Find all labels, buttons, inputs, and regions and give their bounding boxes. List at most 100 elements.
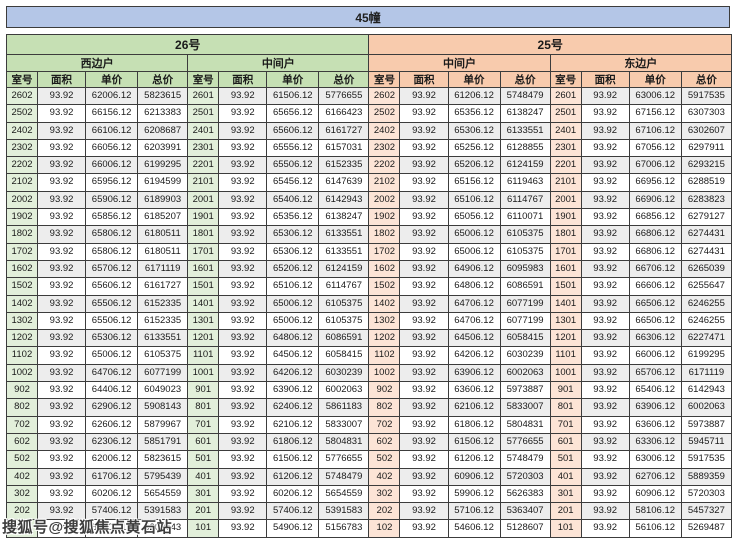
total-price-cell: 5973887	[499, 381, 551, 400]
col-room: 室号	[187, 71, 220, 88]
area-cell: 93.92	[218, 450, 268, 469]
room-cell: 301	[187, 484, 220, 504]
unit-price-cell: 63006.12	[628, 450, 682, 469]
total-price-cell: 5720303	[499, 467, 551, 486]
room-cell: 1301	[187, 311, 220, 331]
unit-price-cell: 58106.12	[628, 502, 682, 521]
total-price-cell: 6105375	[499, 242, 551, 261]
table-row: 302 93.92 60206.12 5654559 301 93.92 60206.12 5…	[5, 484, 733, 504]
area-cell: 93.92	[218, 173, 268, 192]
total-price-cell: 5851791	[137, 432, 189, 452]
room-cell: 1201	[549, 329, 582, 348]
room-cell: 2602	[368, 86, 401, 106]
unit-price-cell: 57406.12	[85, 502, 139, 521]
area-cell: 93.92	[399, 519, 449, 538]
total-price-cell: 6307303	[680, 104, 733, 123]
table-row: 1502 93.92 65606.12 6161727 1501 93.92 65106.1…	[5, 277, 733, 296]
area-cell: 93.92	[37, 484, 87, 504]
table-row: 2202 93.92 66006.12 6199295 2201 93.92 65506.1…	[5, 156, 733, 175]
total-price-cell: 5457327	[680, 502, 733, 521]
col-area: 面积	[37, 71, 87, 88]
room-cell: 1701	[187, 242, 220, 261]
area-cell: 93.92	[218, 415, 268, 434]
section-middle-unit-25: 中间户	[368, 54, 551, 72]
area-cell: 93.92	[580, 104, 630, 123]
unit-price-cell: 60906.12	[628, 484, 682, 504]
unit-price-cell: 65656.12	[266, 104, 320, 123]
room-cell: 2502	[368, 104, 401, 123]
unit-price-cell: 57106.12	[447, 502, 501, 521]
room-cell: 1301	[549, 311, 582, 331]
room-cell: 501	[187, 450, 220, 469]
unit-price-cell: 65606.12	[85, 277, 139, 296]
room-cell: 1901	[549, 208, 582, 227]
unit-price-cell: 66106.12	[85, 121, 139, 140]
room-cell: 1001	[549, 363, 582, 383]
room-cell: 2401	[549, 121, 582, 140]
unit-price-cell: 65356.12	[266, 208, 320, 227]
total-price-cell: 6147639	[318, 173, 370, 192]
area-cell: 93.92	[399, 190, 449, 210]
unit-price-cell: 64206.12	[447, 346, 501, 365]
area-cell: 93.92	[399, 104, 449, 123]
table-row: 2102 93.92 65956.12 6194599 2101 93.92 65456.1…	[5, 173, 733, 192]
unit-price-cell: 61506.12	[447, 432, 501, 452]
table-row: 1202 93.92 65306.12 6133551 1201 93.92 64806.1…	[5, 329, 733, 348]
room-cell: 1602	[368, 259, 401, 279]
room-cell: 702	[368, 415, 401, 434]
total-price-cell: 5879967	[137, 415, 189, 434]
room-cell: 602	[368, 432, 401, 452]
unit-price-cell: 65606.12	[266, 121, 320, 140]
total-price-cell: 5776655	[318, 86, 370, 106]
unit-price-cell: 60206.12	[85, 484, 139, 504]
unit-price-cell: 57406.12	[266, 502, 320, 521]
room-cell: 2002	[5, 190, 39, 210]
table-row: 1902 93.92 65856.12 6185207 1901 93.92 65356.1…	[5, 208, 733, 227]
area-cell: 93.92	[399, 450, 449, 469]
section-middle-unit-26: 中间户	[187, 54, 370, 72]
total-price-cell: 6302607	[680, 121, 733, 140]
total-price-cell: 6246255	[680, 311, 733, 331]
room-cell: 2102	[5, 173, 39, 192]
room-cell: 1901	[187, 208, 220, 227]
unit-price-cell: 61506.12	[266, 450, 320, 469]
area-cell: 93.92	[399, 467, 449, 486]
unit-price-cell: 61506.12	[266, 86, 320, 106]
unit-price-cell: 65856.12	[85, 208, 139, 227]
total-price-cell: 6124159	[499, 156, 551, 175]
total-price-cell: 6030239	[318, 363, 370, 383]
area-cell: 93.92	[580, 242, 630, 261]
room-cell: 2402	[368, 121, 401, 140]
room-cell: 301	[549, 484, 582, 504]
unit-price-cell: 63006.12	[628, 86, 682, 106]
area-cell: 93.92	[399, 277, 449, 296]
room-cell: 1702	[368, 242, 401, 261]
total-price-cell: 6194599	[137, 173, 189, 192]
area-cell: 93.92	[580, 329, 630, 348]
total-price-cell: 6142943	[680, 381, 733, 400]
unit-price-cell: 65206.12	[266, 259, 320, 279]
unit-price-cell: 65006.12	[266, 311, 320, 331]
section-header-row: 西边户 中间户 中间户 东边户	[5, 54, 733, 72]
unit-price-cell: 54606.12	[447, 519, 501, 538]
area-cell: 93.92	[218, 156, 268, 175]
room-cell: 902	[368, 381, 401, 400]
area-cell: 93.92	[399, 381, 449, 400]
room-cell: 102	[5, 519, 39, 538]
area-cell: 93.92	[399, 121, 449, 140]
total-price-cell: 5804831	[318, 432, 370, 452]
room-cell: 1401	[187, 294, 220, 313]
total-price-cell: 5156783	[318, 519, 370, 538]
room-cell: 801	[187, 398, 220, 417]
total-price-cell: 6105375	[318, 311, 370, 331]
room-cell: 901	[549, 381, 582, 400]
area-cell: 93.92	[580, 121, 630, 140]
table-row: 1302 93.92 65506.12 6152335 1301 93.92 65006.1…	[5, 311, 733, 331]
area-cell: 93.92	[580, 259, 630, 279]
area-cell: 93.92	[37, 381, 87, 400]
unit-price-cell: 61206.12	[266, 467, 320, 486]
unit-price-cell: 67006.12	[628, 156, 682, 175]
unit-price-cell: 65406.12	[628, 381, 682, 400]
unit-price-cell: 65006.12	[266, 294, 320, 313]
unit-price-cell: 66306.12	[628, 329, 682, 348]
